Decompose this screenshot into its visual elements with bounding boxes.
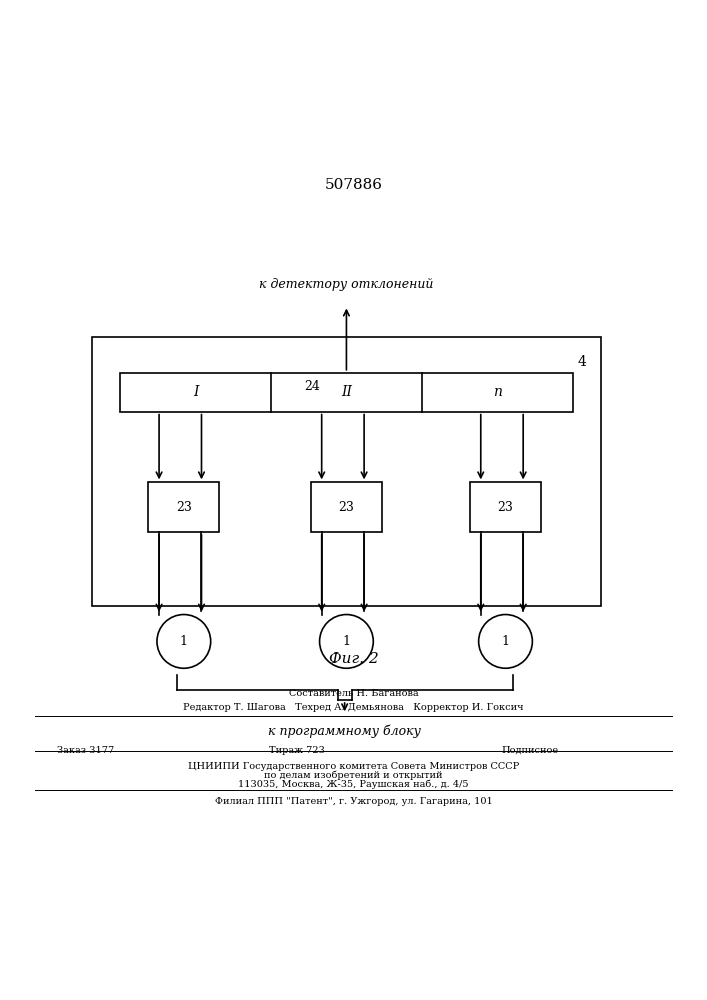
Text: к программному блоку: к программному блоку <box>268 725 421 738</box>
Text: Заказ 3177: Заказ 3177 <box>57 746 114 755</box>
Text: 23: 23 <box>339 501 354 514</box>
Text: к детектору отклонений: к детектору отклонений <box>259 278 433 291</box>
Text: 1: 1 <box>342 635 351 648</box>
Text: 24: 24 <box>304 380 320 393</box>
Text: 1: 1 <box>501 635 510 648</box>
Text: по делам изобретений и открытий: по делам изобретений и открытий <box>264 771 443 780</box>
Text: Тираж 723: Тираж 723 <box>269 746 325 755</box>
Text: 507886: 507886 <box>325 178 382 192</box>
Text: n: n <box>493 385 502 399</box>
Text: Фиг. 2: Фиг. 2 <box>329 652 378 666</box>
Text: II: II <box>341 385 352 399</box>
Text: Подписное: Подписное <box>502 746 559 755</box>
Text: Составитель Н. Баганова: Составитель Н. Баганова <box>288 689 419 698</box>
Bar <box>120 373 573 412</box>
Text: 1: 1 <box>180 635 188 648</box>
Text: 4: 4 <box>578 355 587 369</box>
Text: Редактор Т. Шагова   Техред А. Демьянова   Корректор И. Гоксич: Редактор Т. Шагова Техред А. Демьянова К… <box>183 703 524 712</box>
Bar <box>92 337 601 606</box>
Text: 113035, Москва, Ж-35, Раушская наб., д. 4/5: 113035, Москва, Ж-35, Раушская наб., д. … <box>238 780 469 789</box>
Bar <box>311 482 382 532</box>
Bar <box>148 482 219 532</box>
Text: I: I <box>193 385 199 399</box>
Text: 23: 23 <box>498 501 513 514</box>
Bar <box>470 482 541 532</box>
Text: Филиал ППП "Патент", г. Ужгород, ул. Гагарина, 101: Филиал ППП "Патент", г. Ужгород, ул. Гаг… <box>215 797 492 806</box>
Text: ЦНИИПИ Государственного комитета Совета Министров СССР: ЦНИИПИ Государственного комитета Совета … <box>188 762 519 771</box>
Text: 23: 23 <box>176 501 192 514</box>
